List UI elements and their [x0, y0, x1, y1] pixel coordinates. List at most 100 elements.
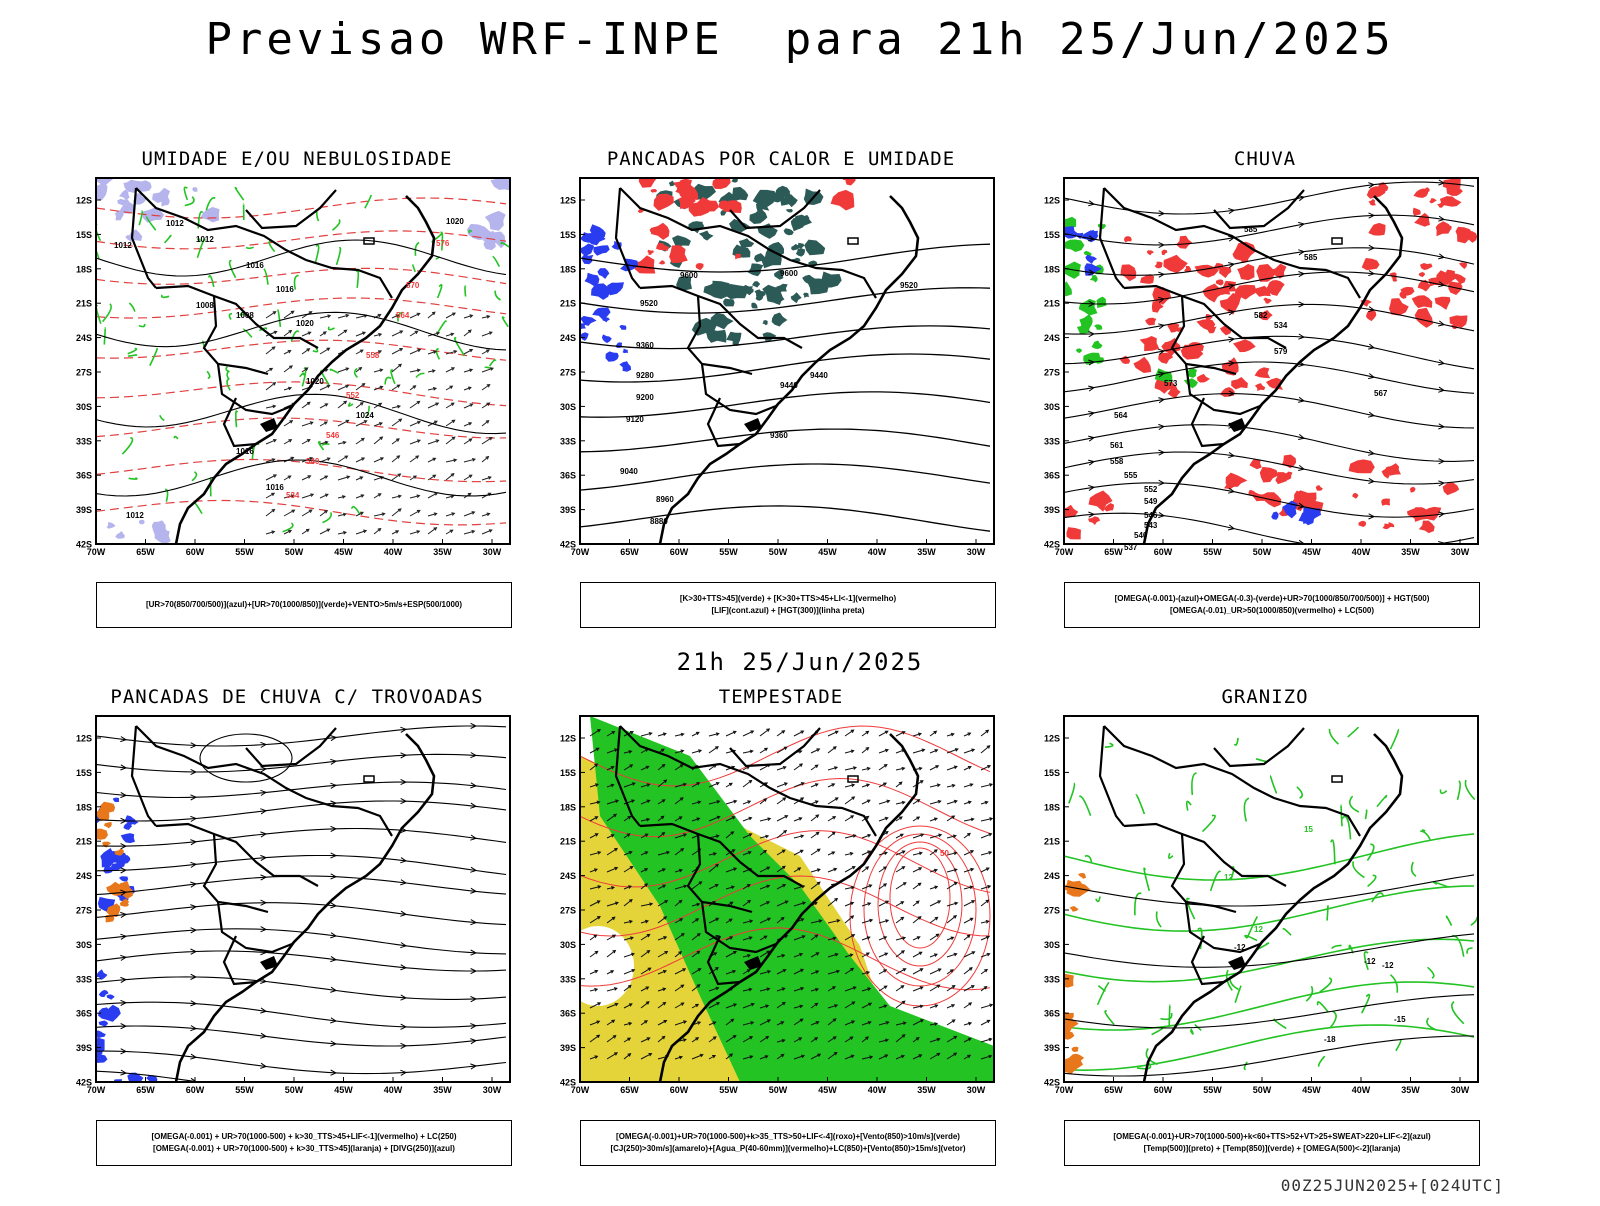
lifted-index-area [619, 325, 626, 330]
convection-area [763, 332, 777, 341]
wind-vector [828, 798, 838, 804]
humidity-upper-area [201, 207, 220, 222]
contour-label: 555 [1124, 471, 1138, 480]
contour-label: 1016 [266, 483, 284, 492]
wind-vector [828, 731, 838, 736]
temp850-contour [1169, 853, 1173, 858]
wind-vector [266, 347, 275, 354]
divergence-area [92, 1054, 107, 1063]
wind-vector [428, 458, 436, 462]
federal-district-marker [364, 776, 374, 782]
wind-vector [464, 350, 472, 355]
wind-vector [410, 531, 419, 534]
panel-legend: [OMEGA(-0.001)+UR>70(1000-500)+k<60+TTS>… [1064, 1120, 1480, 1166]
wind-vector [930, 969, 941, 974]
rain-area [1147, 250, 1154, 255]
lat-tick-label: 33S [1044, 974, 1060, 984]
wind-vector [726, 731, 736, 736]
lifted-index-area [623, 349, 629, 354]
clear-area [562, 926, 634, 1006]
wind-vector [777, 731, 785, 736]
wind-vector [964, 784, 973, 787]
lon-tick-label: 60W [670, 1085, 689, 1095]
thickness-contour [96, 382, 506, 406]
lon-tick-label: 65W [136, 547, 155, 557]
rain-area [1124, 236, 1132, 242]
omega500-area [1072, 1047, 1079, 1052]
streamline [96, 951, 506, 971]
contour-label: 573 [1164, 379, 1178, 388]
temp850-contour [1274, 1019, 1286, 1028]
wind-vector [338, 496, 345, 499]
streamline [1064, 304, 1474, 334]
wind-vector [482, 350, 489, 354]
temp850-contour [1471, 917, 1477, 926]
temp850-contour [1391, 975, 1398, 993]
wind-vector [302, 476, 311, 480]
lifted-index-area [593, 245, 609, 256]
wind-vector [964, 935, 970, 940]
lat-tick-label: 21S [560, 299, 576, 309]
wind-vector [981, 868, 989, 872]
wind-vector [913, 987, 923, 991]
thickness-contour [96, 418, 506, 438]
wind-vector [981, 970, 987, 975]
lon-tick-label: 55W [235, 1085, 254, 1095]
wind-vector [828, 852, 835, 855]
omega-weak-area [1085, 255, 1097, 264]
wind-vector [964, 818, 974, 821]
wind-vector [374, 423, 382, 426]
wind-vector [446, 313, 455, 318]
wind-vector [947, 784, 955, 787]
contour-label: -18 [1324, 1035, 1336, 1044]
rain-area [1413, 189, 1428, 198]
lon-tick-label: 40W [384, 1085, 403, 1095]
instability-area [831, 190, 855, 211]
wind-vector [482, 316, 490, 319]
wind-vector [266, 475, 276, 480]
contour-label: 9040 [620, 467, 638, 476]
lat-tick-label: 30S [76, 402, 92, 412]
temp850-contour [1079, 796, 1090, 815]
lat-tick-label: 36S [1044, 471, 1060, 481]
temp850-contour [1064, 1025, 1474, 1070]
wind-vector [964, 801, 971, 804]
temp850-contour [1105, 1011, 1114, 1025]
streamline [96, 754, 506, 772]
wind-vector [930, 985, 940, 991]
wind-vector [692, 732, 699, 736]
wind-vector [302, 494, 313, 498]
wind-vector [410, 440, 420, 444]
rain-area [1145, 318, 1156, 326]
lat-tick-label: 21S [560, 837, 576, 847]
contour-label: 582 [1254, 311, 1268, 320]
contour-label: 1008 [196, 301, 214, 310]
contour-label: 9600 [780, 269, 798, 278]
panel-legend: [UR>70(850/700/500)](azul)+[UR>70(1000/8… [96, 582, 512, 628]
lon-tick-label: 45W [334, 1085, 353, 1095]
omega500-area [1066, 1060, 1075, 1068]
contour-label: 9440 [780, 381, 798, 390]
wind-vector [464, 369, 472, 372]
humidity-low-contour [165, 236, 171, 243]
temp850-contour [1331, 1011, 1336, 1027]
wind-vector [392, 509, 401, 516]
instability-area [651, 189, 657, 193]
lon-tick-label: 70W [1055, 1085, 1074, 1095]
wind-vector [743, 781, 752, 788]
contour-label: 1020 [306, 377, 324, 386]
lat-tick-label: 33S [76, 436, 92, 446]
temp850-contour [1064, 886, 1474, 931]
wind-vector [964, 749, 974, 753]
convection-area [706, 330, 726, 343]
wind-vector [947, 937, 954, 940]
wind-vector [374, 494, 381, 498]
wind-vector [374, 513, 385, 516]
temp850-contour [1452, 1002, 1464, 1024]
temp850-contour [1245, 936, 1257, 941]
contour-label: 1016 [276, 285, 294, 294]
wind-vector [428, 387, 436, 390]
wind-vector [760, 729, 769, 736]
